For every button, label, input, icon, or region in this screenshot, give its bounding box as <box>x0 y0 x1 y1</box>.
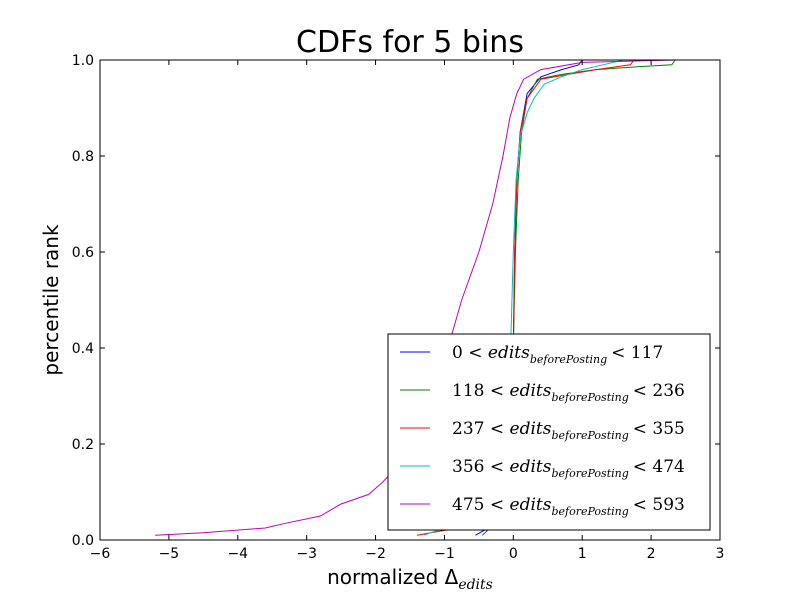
x-tick-label: −5 <box>159 546 180 562</box>
x-axis-label-sub: edits <box>458 577 493 593</box>
legend-box <box>387 333 711 531</box>
x-tick-label: −4 <box>227 546 248 562</box>
y-tick-label: 1.0 <box>72 53 94 69</box>
x-tick-label: 2 <box>647 546 656 562</box>
y-axis-label: percentile rank <box>39 224 63 376</box>
x-tick-label: 0 <box>509 546 518 562</box>
legend-label-3: 356 < editsbeforePosting < 474 <box>452 457 685 480</box>
x-axis-label-delta: Δ <box>445 565 459 589</box>
x-tick-label: 3 <box>716 546 725 562</box>
legend: 0 < editsbeforePosting < 117 118 < editsbe… <box>387 333 711 531</box>
legend-label-1: 118 < editsbeforePosting < 236 <box>452 381 685 404</box>
y-tick-label: 0.0 <box>72 533 94 549</box>
legend-label-0: 0 < editsbeforePosting < 117 <box>452 343 663 366</box>
legend-items: 0 < editsbeforePosting < 117 118 < editsbe… <box>400 343 685 518</box>
y-tick-label: 0.6 <box>72 245 94 261</box>
x-tick-label: −1 <box>434 546 455 562</box>
x-tick-label: 1 <box>578 546 587 562</box>
y-tick-label: 0.2 <box>72 437 94 453</box>
x-axis-label-main: normalized <box>327 565 445 589</box>
y-tick-label: 0.8 <box>72 149 94 165</box>
x-tick-label: −3 <box>296 546 317 562</box>
legend-label-2: 237 < editsbeforePosting < 355 <box>452 419 685 442</box>
legend-label-4: 475 < editsbeforePosting < 593 <box>452 495 685 518</box>
ticks-layer: −6 −5 −4 −3 −2 −1 0 1 2 3 0.0 0.2 0.4 0.6 0.8 1.0 <box>72 53 725 562</box>
x-axis-label: normalized Δedits <box>327 565 493 593</box>
plot-border <box>99 59 721 541</box>
chart-title: CDFs for 5 bins <box>296 25 524 60</box>
x-tick-label: −2 <box>365 546 386 562</box>
y-tick-label: 0.4 <box>72 341 94 357</box>
x-tick-label: −6 <box>90 546 111 562</box>
